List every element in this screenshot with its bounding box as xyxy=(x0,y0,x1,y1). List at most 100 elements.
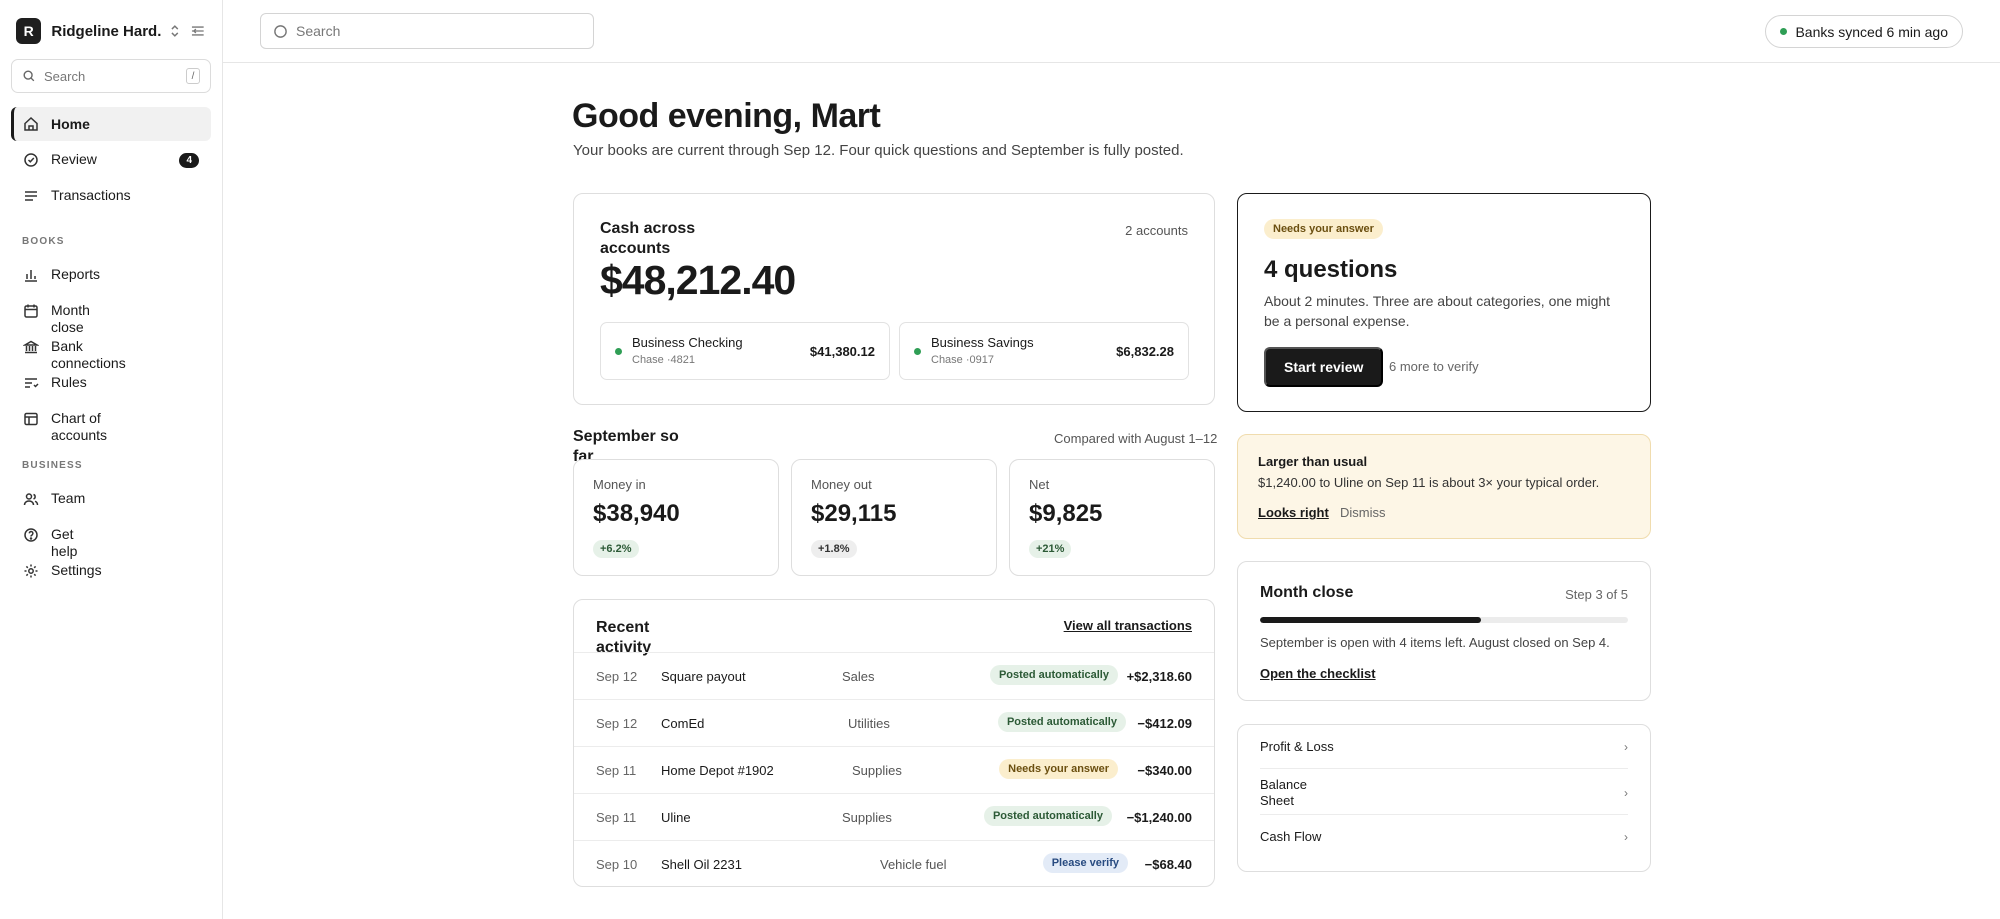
row-date: Sep 12 xyxy=(596,716,638,731)
row-category: Sales xyxy=(842,669,875,684)
sidebar-item-bank-connections[interactable]: Bank connections xyxy=(11,338,211,372)
table-row[interactable]: Sep 10 Shell Oil 2231 Vehicle fuel Pleas… xyxy=(574,840,1214,887)
alert-text: $1,240.00 to Uline on Sep 11 is about 3×… xyxy=(1258,475,1600,490)
row-date: Sep 12 xyxy=(596,669,638,684)
workspace-avatar: R xyxy=(16,18,42,44)
stat-value: $9,825 xyxy=(1029,500,1103,527)
progress-fill xyxy=(1260,617,1481,623)
sidebar-item-label: Home xyxy=(51,115,90,132)
table-row[interactable]: Sep 11 Uline Supplies Posted automatical… xyxy=(574,793,1214,840)
month-close-title: Month close xyxy=(1260,584,1354,601)
account-balance: $6,832.28 xyxy=(1116,344,1174,359)
search-shortcut-key: / xyxy=(186,68,200,84)
check-circle-icon xyxy=(24,153,38,167)
table-row[interactable]: Sep 12 Square payout Sales Posted automa… xyxy=(574,652,1214,699)
sync-status-text: Banks synced 6 min ago xyxy=(1795,23,1948,40)
global-search-input[interactable]: Search xyxy=(260,13,594,49)
sidebar-item-review[interactable]: Review 4 xyxy=(11,151,211,168)
account-name: Business Checking xyxy=(632,335,743,350)
chevron-up-down-icon xyxy=(171,25,178,37)
cash-card-title: Cash across accounts xyxy=(600,220,696,257)
gear-icon xyxy=(24,564,38,578)
recent-activity-title: Recent activity xyxy=(596,619,652,656)
bank-sync-status[interactable]: Banks synced 6 min ago xyxy=(1765,15,1963,48)
month-close-progress xyxy=(1260,617,1628,623)
search-icon xyxy=(23,70,35,82)
sidebar-item-label: Rules xyxy=(51,374,87,390)
business-section-heading: BUSINESS xyxy=(22,460,83,471)
bank-icon xyxy=(23,340,39,354)
sidebar-item-transactions[interactable]: Transactions xyxy=(11,187,211,204)
questions-card: Needs your answer 4 questions About 2 mi… xyxy=(1237,193,1651,412)
sidebar-collapse-icon[interactable] xyxy=(190,23,206,39)
sidebar-item-get-help[interactable]: Get help xyxy=(11,526,211,560)
view-all-transactions-link[interactable]: View all transactions xyxy=(1063,618,1192,633)
month-close-step: Step 3 of 5 xyxy=(1565,587,1628,602)
sidebar-item-label: Get help xyxy=(51,526,78,559)
row-status-badge: Needs your answer xyxy=(999,759,1118,779)
review-count-badge: 4 xyxy=(179,153,199,168)
account-status-dot xyxy=(914,348,921,355)
september-compare-text: Compared with August 1–12 xyxy=(1054,431,1218,446)
sidebar-item-label: Team xyxy=(51,490,86,506)
sidebar-item-label: Chart of accounts xyxy=(51,410,108,443)
needs-answer-tag: Needs your answer xyxy=(1264,219,1383,239)
open-checklist-link[interactable]: Open the checklist xyxy=(1260,666,1376,681)
row-amount: −$68.40 xyxy=(1144,857,1192,872)
report-link-cash-flow[interactable]: Cash Flow › xyxy=(1260,815,1628,859)
row-merchant: Square payout xyxy=(661,669,746,684)
account-card-checking[interactable]: Business Checking Chase ·4821 $41,380.12 xyxy=(600,322,890,380)
looks-right-link[interactable]: Looks right xyxy=(1258,505,1329,520)
row-merchant: Shell Oil 2231 xyxy=(661,857,742,872)
month-close-text: September is open with 4 items left. Aug… xyxy=(1260,635,1610,650)
row-category: Utilities xyxy=(848,716,890,731)
start-review-button[interactable]: Start review xyxy=(1264,347,1384,387)
sidebar-item-label: Reports xyxy=(51,266,101,282)
sidebar-search-input[interactable]: Search / xyxy=(11,59,211,93)
dismiss-link[interactable]: Dismiss xyxy=(1340,505,1386,520)
table-row[interactable]: Sep 11 Home Depot #1902 Supplies Needs y… xyxy=(574,746,1214,793)
stat-net: Net $9,825 +21% xyxy=(1009,459,1215,576)
sidebar-item-rules[interactable]: Rules xyxy=(11,374,211,391)
chevron-right-icon: › xyxy=(1624,740,1628,754)
sidebar-item-chart-of-accounts[interactable]: Chart of accounts xyxy=(11,410,211,444)
report-label: Cash Flow xyxy=(1260,829,1322,844)
report-link-balance-sheet[interactable]: Balance Sheet › xyxy=(1260,771,1628,815)
sidebar-item-settings[interactable]: Settings xyxy=(11,562,211,579)
page-title: Good evening, Mart xyxy=(572,97,881,135)
row-merchant: ComEd xyxy=(661,716,705,731)
account-status-dot xyxy=(615,348,622,355)
report-link-profit-loss[interactable]: Profit & Loss › xyxy=(1260,725,1628,769)
stat-label: Net xyxy=(1029,477,1050,492)
sidebar-item-month-close[interactable]: Month close xyxy=(11,302,211,336)
more-to-verify-text: 6 more to verify xyxy=(1389,359,1479,374)
account-count: 2 accounts xyxy=(1125,223,1188,238)
sidebar-item-reports[interactable]: Reports xyxy=(11,266,211,283)
sidebar-item-home[interactable]: Home xyxy=(11,107,211,141)
questions-title: 4 questions xyxy=(1264,256,1398,283)
stat-label: Money in xyxy=(593,477,646,492)
account-name: Business Savings xyxy=(931,335,1034,350)
workspace-name: Ridgeline Hard... xyxy=(51,22,161,40)
row-status-badge: Posted automatically xyxy=(989,665,1118,685)
row-amount: −$340.00 xyxy=(1137,763,1192,778)
unusual-amount-alert: Larger than usual $1,240.00 to Uline on … xyxy=(1237,434,1651,539)
row-category: Supplies xyxy=(852,763,902,778)
account-card-savings[interactable]: Business Savings Chase ·0917 $6,832.28 xyxy=(899,322,1189,380)
topbar: Search Banks synced 6 min ago xyxy=(223,0,2000,63)
sidebar-search-placeholder: Search xyxy=(44,68,86,84)
workspace-switcher[interactable]: R Ridgeline Hard... xyxy=(16,18,206,44)
account-sub: Chase ·0917 xyxy=(931,354,994,366)
row-date: Sep 10 xyxy=(596,857,638,872)
row-amount: −$412.09 xyxy=(1137,716,1192,731)
sidebar-item-label: Review xyxy=(51,151,97,167)
sidebar-item-team[interactable]: Team xyxy=(11,490,211,507)
row-amount: +$2,318.60 xyxy=(1126,669,1192,684)
recent-activity-card: Recent activity View all transactions Se… xyxy=(573,599,1215,887)
account-balance: $41,380.12 xyxy=(809,344,875,359)
stat-label: Money out xyxy=(811,477,872,492)
account-sub: Chase ·4821 xyxy=(632,354,695,366)
report-label: Profit & Loss xyxy=(1260,739,1334,754)
row-category: Vehicle fuel xyxy=(880,857,947,872)
table-row[interactable]: Sep 12 ComEd Utilities Posted automatica… xyxy=(574,699,1214,746)
